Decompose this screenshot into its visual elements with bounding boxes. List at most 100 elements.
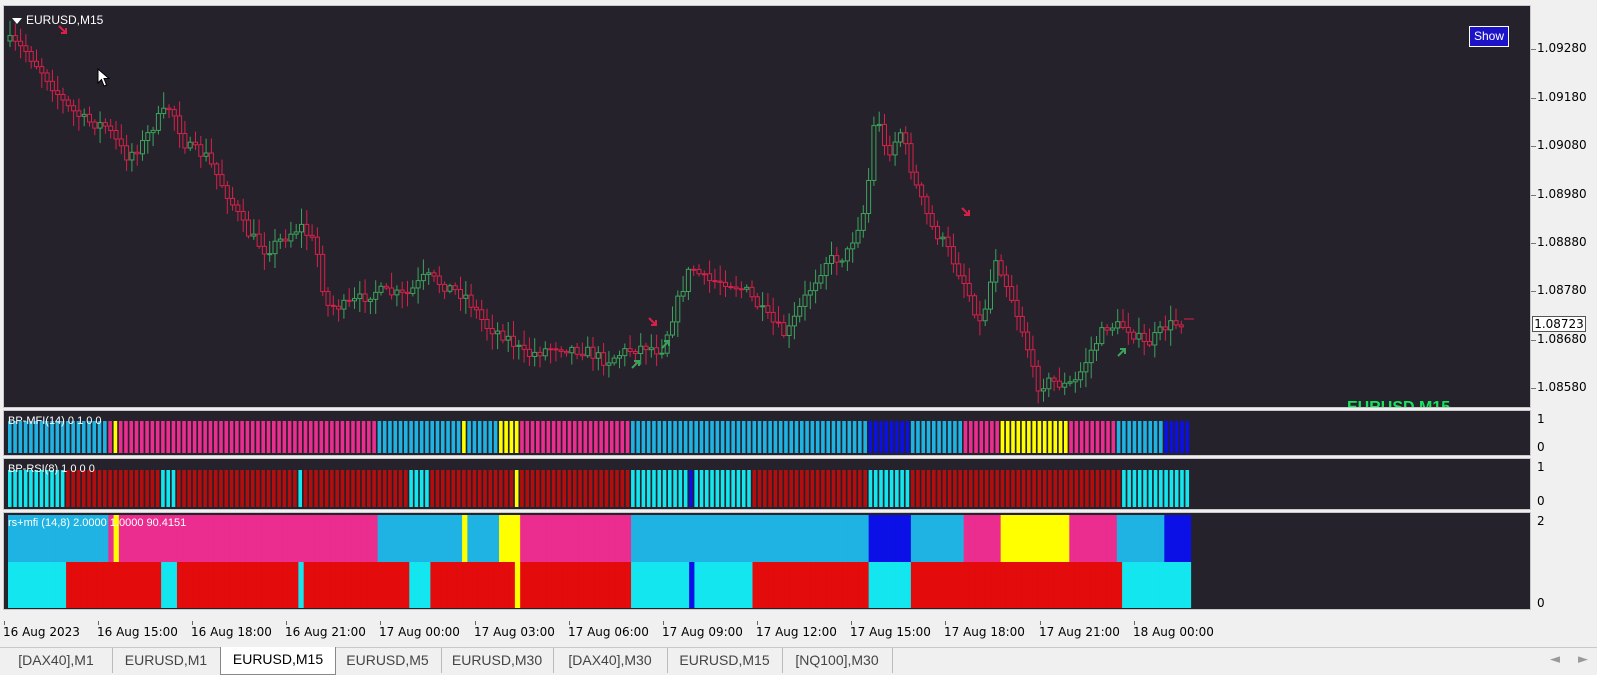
indicator-bar bbox=[1085, 515, 1091, 562]
indicator-bar bbox=[873, 515, 880, 562]
mfi-indicator-pane[interactable]: BP-MFI(14) 0 1 0 0 bbox=[3, 410, 1531, 456]
indicator-bar bbox=[594, 470, 598, 507]
indicator-bar bbox=[483, 515, 489, 562]
candle-body bbox=[140, 140, 145, 155]
chart-tab[interactable]: EURUSD,M1 bbox=[112, 648, 221, 673]
indicator-bar bbox=[800, 515, 806, 562]
indicator-bar bbox=[272, 515, 278, 562]
indicator-bar bbox=[562, 421, 566, 453]
candle-body bbox=[468, 294, 474, 308]
candle-body bbox=[776, 321, 781, 324]
indicator-bar bbox=[203, 470, 207, 507]
indicator-bar bbox=[831, 515, 838, 562]
indicator-bar bbox=[213, 562, 220, 608]
indicator-bar bbox=[256, 470, 260, 507]
mfi-indicator-label: BP-MFI(14) 0 1 0 0 bbox=[8, 415, 102, 427]
indicator-bar bbox=[108, 562, 114, 608]
indicator-bar bbox=[203, 562, 210, 608]
rsi-histogram bbox=[8, 470, 1190, 507]
indicator-bar bbox=[1143, 562, 1149, 608]
indicator-bar bbox=[863, 470, 867, 507]
candle-body bbox=[235, 204, 241, 212]
candle-body bbox=[749, 286, 755, 298]
candle-body bbox=[314, 236, 320, 255]
candle-body bbox=[1141, 332, 1147, 343]
candle-body bbox=[1051, 377, 1057, 382]
indicator-bar bbox=[741, 515, 748, 562]
indicator-bar bbox=[889, 515, 896, 562]
indicator-bar bbox=[23, 515, 30, 562]
indicator-bar bbox=[583, 470, 588, 507]
chart-tab[interactable]: [DAX40],M1 bbox=[0, 648, 113, 673]
candle-body bbox=[1168, 320, 1174, 331]
chart-title[interactable]: EURUSD,M15 bbox=[12, 13, 103, 27]
indicator-bar bbox=[430, 421, 434, 453]
candle-body bbox=[383, 285, 389, 289]
candle-body bbox=[643, 345, 649, 351]
indicator-bar bbox=[1037, 562, 1044, 608]
candle-body bbox=[12, 35, 18, 42]
indicator-bar bbox=[789, 421, 794, 453]
tabs-scroll-left-icon[interactable]: ◄ bbox=[1550, 652, 1560, 667]
candle-body bbox=[574, 346, 580, 355]
rsmfi-indicator-pane[interactable]: rs+mfi (14,8) 2.0000 1.0000 90.4151 bbox=[3, 512, 1531, 610]
chart-tab[interactable]: EURUSD,M15 bbox=[220, 647, 336, 675]
indicator-bar bbox=[794, 421, 799, 453]
indicator-bar bbox=[409, 562, 415, 608]
chart-tab[interactable]: [DAX40],M30 bbox=[553, 648, 668, 673]
indicator-bar bbox=[277, 562, 283, 608]
chart-menu-icon[interactable] bbox=[12, 17, 22, 24]
indicator-bar bbox=[836, 515, 843, 562]
indicator-bar bbox=[784, 515, 790, 562]
indicator-bar bbox=[1122, 562, 1128, 608]
indicator-bar bbox=[704, 562, 711, 608]
indicator-bar bbox=[1021, 470, 1026, 507]
indicator-bar bbox=[541, 562, 547, 608]
indicator-bar bbox=[514, 562, 521, 608]
tabs-scroll-right-icon[interactable]: ► bbox=[1578, 652, 1588, 667]
chart-tab[interactable]: [NQ100],M30 bbox=[782, 648, 893, 673]
price-label: 1.08980 bbox=[1537, 187, 1587, 201]
indicator-bar bbox=[50, 470, 54, 507]
indicator-bar bbox=[435, 515, 442, 562]
chart-tab[interactable]: EURUSD,M5 bbox=[334, 648, 442, 673]
candle-body bbox=[1014, 299, 1020, 317]
indicator-bar bbox=[1095, 515, 1102, 562]
chart-tab[interactable]: EURUSD,M15 bbox=[667, 648, 783, 673]
candle-body bbox=[882, 123, 887, 147]
indicator-bar bbox=[345, 515, 352, 562]
indicator-bar bbox=[324, 421, 329, 453]
indicator-bar bbox=[678, 562, 685, 608]
indicator-bar bbox=[689, 515, 695, 562]
candle-body bbox=[1162, 326, 1168, 331]
price-tick bbox=[1531, 291, 1536, 292]
rsi-indicator-pane[interactable]: BP-RSI(8) 1 0 0 0 bbox=[3, 458, 1531, 510]
candle-body bbox=[240, 210, 246, 221]
indicator-bar bbox=[1016, 470, 1021, 507]
indicator-bar bbox=[198, 421, 202, 453]
indicator-bar bbox=[1137, 562, 1144, 608]
indicator-bar bbox=[1132, 470, 1137, 507]
indicator-bar bbox=[345, 470, 350, 507]
indicator-bar bbox=[1122, 470, 1126, 507]
price-chart-pane[interactable]: EURUSD,M15 Show EURUSD M15 bbox=[3, 5, 1531, 408]
indicator-bar bbox=[398, 562, 405, 608]
indicator-bar bbox=[541, 470, 545, 507]
indicator-bar bbox=[166, 515, 173, 562]
indicator-bar bbox=[541, 421, 545, 453]
indicator-bar bbox=[921, 562, 928, 608]
indicator-bar bbox=[456, 421, 461, 453]
time-label: 17 Aug 21:00 bbox=[1039, 625, 1120, 639]
indicator-bar bbox=[720, 515, 727, 562]
candle-body bbox=[118, 138, 124, 147]
chart-tab[interactable]: EURUSD,M30 bbox=[441, 648, 554, 673]
indicator-bar bbox=[1005, 421, 1010, 453]
candle-body bbox=[251, 233, 257, 237]
indicator-bar bbox=[525, 421, 530, 453]
indicator-bar bbox=[330, 470, 334, 507]
indicator-bar bbox=[50, 515, 56, 562]
show-button[interactable]: Show bbox=[1469, 26, 1510, 47]
indicator-bar bbox=[615, 515, 621, 562]
candle-body bbox=[378, 285, 384, 293]
indicator-bar bbox=[815, 562, 822, 608]
